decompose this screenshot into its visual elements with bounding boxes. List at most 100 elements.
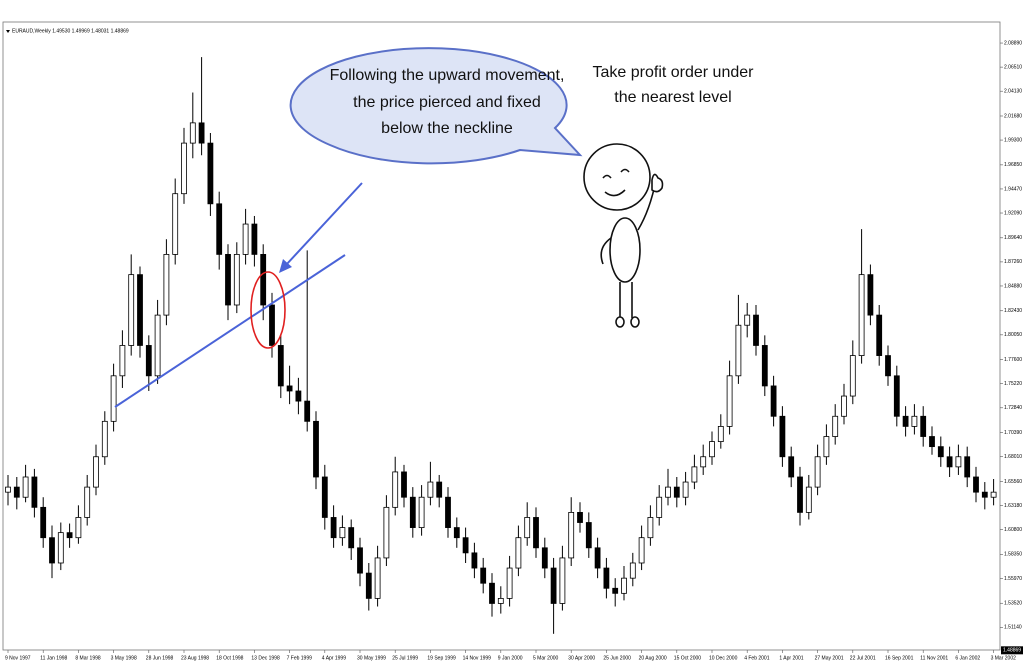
candle-body — [585, 522, 592, 549]
candle-body — [304, 400, 311, 422]
x-tick-label: 4 Apr 1999 — [322, 655, 346, 661]
candle-body — [286, 385, 293, 392]
candle-body — [937, 446, 944, 458]
candle-body — [955, 456, 962, 468]
candle-body — [876, 314, 883, 356]
y-tick-label: 1.53520 — [1004, 601, 1022, 607]
x-tick-label: 11 Nov 2001 — [920, 655, 948, 661]
candle-body — [629, 562, 636, 579]
menu-arrow — [6, 30, 10, 33]
speech-bubble — [289, 47, 583, 165]
candle-body — [251, 223, 258, 255]
candle-body — [365, 572, 372, 599]
candle-body — [964, 456, 971, 478]
x-tick-label: 27 May 2001 — [815, 655, 844, 661]
y-tick-label: 1.60800 — [1004, 527, 1022, 533]
y-tick-label: 1.87260 — [1004, 259, 1022, 265]
candle-body — [981, 491, 988, 498]
y-tick-label: 1.82430 — [1004, 308, 1022, 314]
x-tick-label: 9 Jan 2000 — [498, 655, 523, 661]
x-tick-label: 10 Dec 2000 — [709, 655, 738, 661]
y-tick-label: 1.58350 — [1004, 552, 1022, 558]
x-tick-label: 3 Mar 2002 — [991, 655, 1017, 661]
arrow-head — [279, 259, 292, 273]
candle-body — [172, 193, 179, 255]
candle-body — [603, 567, 610, 589]
x-tick-label: 19 Sep 1999 — [427, 655, 456, 661]
candle-body — [497, 598, 504, 604]
candle-body — [805, 486, 812, 513]
candle-body — [814, 456, 821, 488]
candle-body — [5, 486, 11, 493]
note-line: Take profit order under — [593, 64, 755, 81]
bubble-line: the price pierced and fixed — [353, 94, 541, 111]
candle-body — [330, 517, 337, 539]
candle-body — [110, 375, 117, 422]
candle-body — [665, 486, 671, 498]
candle-body — [920, 415, 927, 437]
candle-body — [568, 512, 575, 559]
candle-body — [867, 274, 874, 316]
candle-body — [462, 537, 469, 554]
chart-header: EURAUD,Weekly 1.49530 1.49969 1.48031 1.… — [12, 28, 129, 34]
candle-body — [163, 254, 170, 316]
candle-body — [401, 471, 407, 498]
candle-body — [797, 476, 803, 513]
x-tick-label: 16 Sep 2001 — [885, 655, 914, 661]
candle-body — [242, 223, 249, 255]
x-tick-label: 25 Jul 1999 — [392, 655, 418, 661]
candle-body — [902, 415, 909, 427]
candle-body — [559, 557, 566, 604]
x-tick-label: 23 Aug 1998 — [181, 655, 209, 661]
candle-body — [453, 527, 460, 539]
y-tick-label: 1.89640 — [1004, 235, 1022, 241]
candle-body — [145, 345, 152, 377]
candle-body — [40, 506, 47, 539]
candle-body — [427, 481, 434, 498]
candle-body — [13, 486, 20, 498]
candle-body — [313, 420, 319, 478]
candle-body — [823, 436, 830, 458]
marks: 2.08890 2.06510 2.04130 2.01680 1.99300 1.968… — [5, 40, 1023, 661]
candle-body — [445, 496, 451, 528]
candle-body — [137, 274, 143, 346]
bubble-line: below the neckline — [381, 120, 513, 137]
candle-body — [647, 517, 654, 539]
candle-body — [49, 537, 55, 564]
candle-body — [189, 122, 196, 144]
candle-body — [612, 587, 619, 594]
candle-body — [295, 390, 302, 402]
x-tick-label: 25 Jun 2000 — [603, 655, 631, 661]
candle-body — [761, 345, 768, 387]
candle-body — [277, 345, 284, 387]
candle-body — [638, 537, 645, 564]
candle-body — [885, 355, 891, 377]
y-tick-label: 1.96850 — [1004, 162, 1022, 168]
candle-body — [233, 254, 240, 306]
candle-body — [154, 314, 161, 377]
x-tick-label: 22 Jul 2001 — [850, 655, 876, 661]
bubble-line: Following the upward movement, — [330, 67, 565, 84]
candle-body — [735, 324, 742, 377]
x-tick-label: 28 Jun 1998 — [146, 655, 174, 661]
candle-body — [524, 517, 531, 539]
y-tick-label: 1.70390 — [1004, 430, 1022, 436]
x-tick-label: 11 Jan 1998 — [40, 655, 67, 661]
candle-body — [22, 476, 29, 498]
candle-body — [75, 517, 82, 539]
plot-frame — [2, 21, 1001, 651]
candle-body — [691, 466, 698, 483]
candle-body — [93, 456, 99, 488]
candle-body — [753, 314, 759, 346]
candle-body — [392, 471, 399, 508]
candle-body — [357, 547, 363, 574]
y-tick-label: 2.08890 — [1004, 40, 1022, 46]
candle-body — [269, 304, 275, 346]
candle-body — [656, 496, 663, 518]
candle-body — [726, 375, 733, 427]
x-tick-label: 15 Oct 2000 — [674, 655, 701, 661]
x-tick-label: 4 Feb 2001 — [744, 655, 770, 661]
candle-body — [682, 481, 689, 498]
y-tick-label: 1.84880 — [1004, 283, 1022, 289]
x-tick-label: 13 Dec 1998 — [251, 655, 280, 661]
